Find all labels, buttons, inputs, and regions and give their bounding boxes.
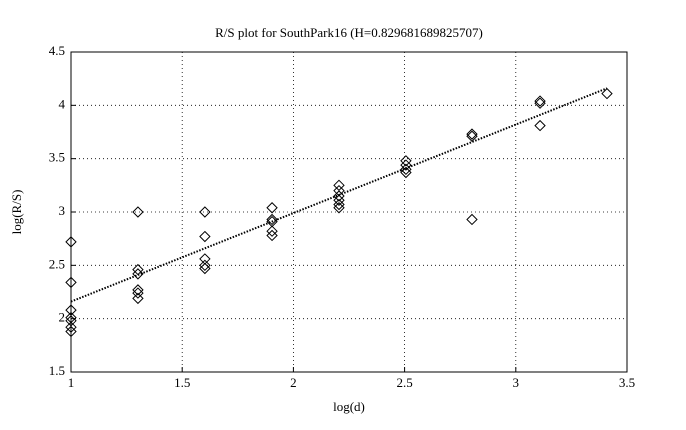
data-point <box>65 236 77 248</box>
data-point <box>333 194 345 206</box>
x-tick-label: 3.5 <box>619 375 635 390</box>
data-point <box>65 321 77 333</box>
data-point <box>266 202 278 214</box>
data-point <box>65 325 77 338</box>
data-point <box>266 213 278 226</box>
data-point <box>534 119 546 132</box>
y-tick-label: 1.5 <box>49 363 65 378</box>
data-point <box>266 229 278 242</box>
data-point <box>333 198 345 211</box>
data-point <box>466 130 478 142</box>
data-point <box>466 128 478 140</box>
data-point <box>400 155 412 167</box>
data-point <box>199 230 211 243</box>
x-tick-label: 2 <box>290 375 297 390</box>
data-point <box>534 95 546 107</box>
data-point <box>132 287 144 299</box>
y-axis-label: log(R/S) <box>9 190 24 235</box>
data-point <box>534 97 546 109</box>
data-point <box>199 206 211 218</box>
y-tick-label: 3 <box>59 203 66 218</box>
data-point <box>132 268 144 280</box>
x-tick-label: 1.5 <box>174 375 190 390</box>
data-point <box>400 159 412 171</box>
y-tick-label: 3.5 <box>49 150 65 165</box>
data-point <box>266 225 278 237</box>
data-point <box>199 262 211 275</box>
data-point <box>400 166 412 179</box>
data-point <box>601 87 613 100</box>
data-point <box>132 292 144 305</box>
y-tick-label: 2.5 <box>49 256 65 271</box>
data-point <box>132 206 144 218</box>
y-tick-label: 4.5 <box>49 43 65 58</box>
x-tick-label: 1 <box>68 375 75 390</box>
data-point <box>199 253 211 265</box>
data-point <box>199 259 211 272</box>
x-tick-label: 3 <box>513 375 520 390</box>
fit-line <box>70 87 608 303</box>
x-tick-label: 2.5 <box>396 375 412 390</box>
chart-title: R/S plot for SouthPark16 (H=0.8296816898… <box>215 25 483 40</box>
data-point <box>132 284 144 296</box>
y-tick-label: 4 <box>59 96 66 111</box>
x-axis-label: log(d) <box>333 399 365 414</box>
data-point <box>333 202 345 214</box>
y-tick-label: 2 <box>59 310 66 325</box>
data-point <box>466 213 478 226</box>
data-point <box>65 276 77 289</box>
